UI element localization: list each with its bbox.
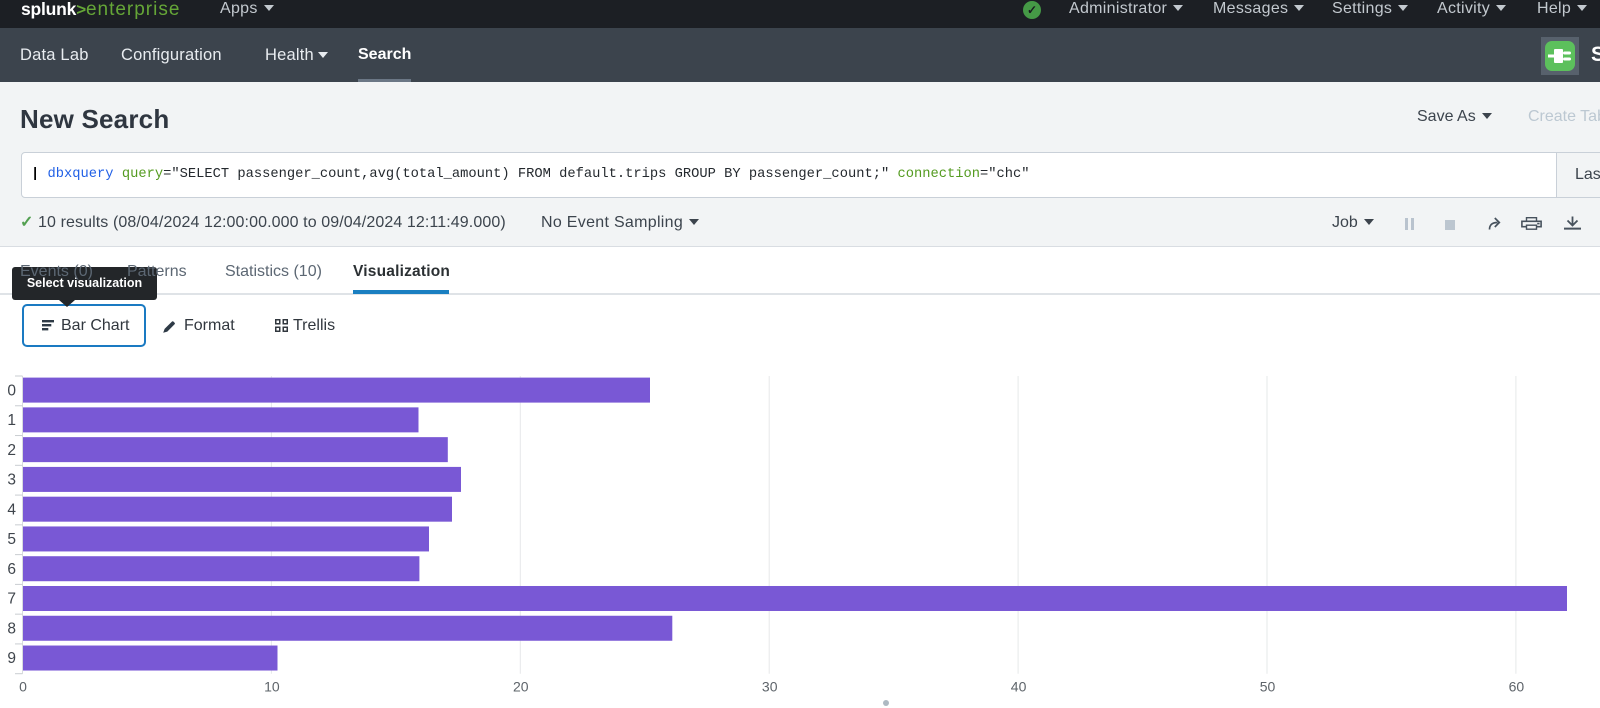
svg-text:40: 40 [1011, 679, 1027, 695]
svg-text:20: 20 [513, 679, 529, 695]
svg-text:60: 60 [1509, 679, 1525, 695]
svg-text:7: 7 [7, 591, 16, 608]
svg-text:1: 1 [7, 412, 16, 429]
svg-text:8: 8 [7, 620, 16, 637]
svg-text:0: 0 [19, 679, 27, 695]
svg-text:3: 3 [7, 472, 16, 489]
svg-text:2: 2 [7, 442, 16, 459]
svg-text:9: 9 [7, 650, 16, 667]
svg-text:50: 50 [1260, 679, 1276, 695]
svg-text:10: 10 [264, 679, 280, 695]
svg-text:5: 5 [7, 531, 16, 548]
svg-text:30: 30 [762, 679, 778, 695]
svg-text:0: 0 [7, 382, 16, 399]
svg-text:6: 6 [7, 561, 16, 578]
svg-text:4: 4 [7, 501, 16, 518]
